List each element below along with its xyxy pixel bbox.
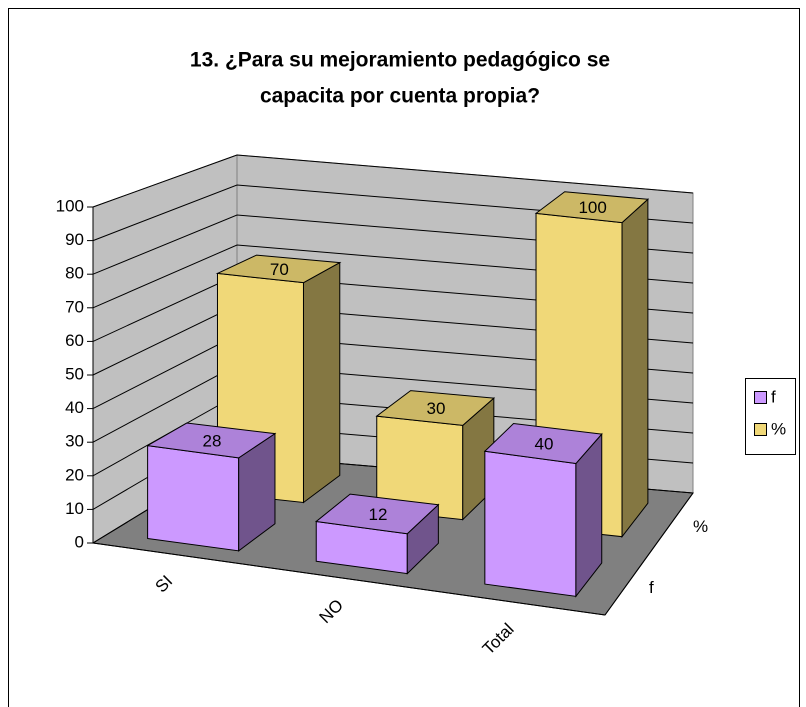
bar-top <box>534 191 650 224</box>
legend-swatch <box>754 423 767 436</box>
y-tick-label: 100 <box>56 196 84 215</box>
y-tick-label: 90 <box>65 230 84 249</box>
y-tick-label: 80 <box>65 264 84 283</box>
bar-top <box>315 493 440 535</box>
depth-axis <box>604 492 694 616</box>
y-tick-label: 10 <box>65 499 84 518</box>
grid-line <box>92 154 694 208</box>
bar <box>375 390 496 521</box>
legend-box <box>745 378 796 455</box>
value-label: 100 <box>578 198 606 217</box>
y-tick-label: 40 <box>65 398 84 417</box>
bar <box>483 423 603 598</box>
legend-label: f <box>771 387 776 406</box>
chart-title: 13. ¿Para su mejoramiento pedagógico se <box>190 49 610 72</box>
y-tick-label: 70 <box>65 297 84 316</box>
chart-title: capacita por cuenta propia? <box>260 85 540 108</box>
y-tick-label: 0 <box>75 532 84 551</box>
value-label: 28 <box>203 432 222 451</box>
y-tick-label: 30 <box>65 432 84 451</box>
x-axis <box>92 542 606 616</box>
value-label: 40 <box>535 435 554 454</box>
bar-top <box>483 423 603 465</box>
legend-label: % <box>771 419 786 438</box>
y-tick-label: 20 <box>65 465 84 484</box>
bar-side <box>621 198 649 539</box>
bar-front <box>484 450 577 597</box>
y-tick-label: 60 <box>65 331 84 350</box>
bar <box>146 422 277 552</box>
depth-tick-label: f <box>649 578 654 597</box>
value-label: 70 <box>270 260 289 279</box>
bar-top <box>375 390 496 426</box>
bar-top <box>215 254 342 284</box>
value-label: 30 <box>427 399 446 418</box>
legend-swatch <box>754 391 767 404</box>
y-tick-label: 50 <box>65 364 84 383</box>
bar-side <box>302 261 341 504</box>
depth-tick-label: % <box>693 517 708 536</box>
bar-top <box>146 422 277 459</box>
value-label: 12 <box>369 505 388 524</box>
bar-front <box>147 445 240 552</box>
bar <box>315 493 440 575</box>
